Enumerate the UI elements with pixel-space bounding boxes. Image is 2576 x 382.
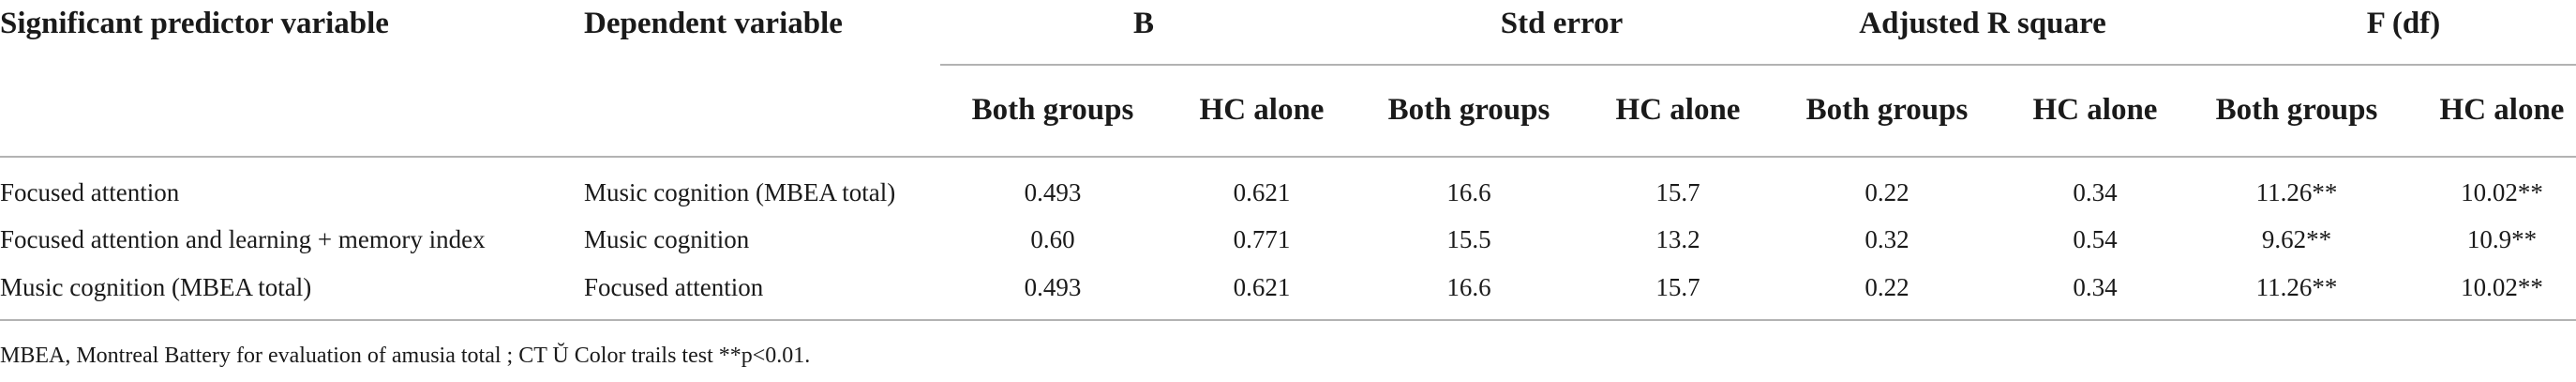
- cell-predictor: Focused attention and learning + memory …: [0, 225, 486, 253]
- cell-dependent: Music cognition (MBEA total): [584, 178, 896, 206]
- subheader-f-both: Both groups: [2215, 93, 2378, 127]
- header-adjusted-r-square: Adjusted R square: [1859, 7, 2106, 40]
- header-bottom-rule: [0, 156, 2576, 158]
- cell-b-both: 0.493: [1024, 273, 1082, 301]
- header-b: B: [1132, 7, 1155, 40]
- header-f-df: F (df): [2366, 7, 2441, 40]
- subheader-b-both: Both groups: [971, 93, 1134, 127]
- cell-f-both: 9.62**: [2261, 225, 2332, 253]
- cell-dependent: Focused attention: [584, 273, 764, 301]
- cell-stderr-hc: 15.7: [1655, 273, 1700, 301]
- subheader-adjr-hc: HC alone: [2032, 93, 2158, 127]
- group-header-rule: [940, 64, 2576, 66]
- cell-adjr-both: 0.22: [1865, 273, 1910, 301]
- cell-adjr-hc: 0.34: [2073, 178, 2118, 206]
- cell-b-hc: 0.621: [1233, 273, 1291, 301]
- header-std-error: Std error: [1500, 7, 1624, 40]
- cell-f-hc: 10.02**: [2461, 178, 2543, 206]
- cell-b-hc: 0.771: [1233, 225, 1291, 253]
- cell-predictor: Focused attention: [0, 178, 180, 206]
- subheader-stderr-hc: HC alone: [1615, 93, 1741, 127]
- subheader-b-hc: HC alone: [1199, 93, 1325, 127]
- cell-f-both: 11.26**: [2255, 178, 2338, 206]
- cell-adjr-hc: 0.54: [2073, 225, 2118, 253]
- subheader-adjr-both: Both groups: [1805, 93, 1969, 127]
- cell-dependent: Music cognition: [584, 225, 750, 253]
- cell-predictor: Music cognition (MBEA total): [0, 273, 312, 301]
- cell-stderr-both: 15.5: [1446, 225, 1491, 253]
- subheader-stderr-both: Both groups: [1387, 93, 1550, 127]
- cell-f-hc: 10.9**: [2466, 225, 2538, 253]
- cell-f-hc: 10.02**: [2461, 273, 2543, 301]
- cell-stderr-both: 16.6: [1446, 178, 1491, 206]
- subheader-f-hc: HC alone: [2439, 93, 2565, 127]
- header-predictor: Significant predictor variable: [0, 7, 389, 40]
- cell-stderr-hc: 13.2: [1655, 225, 1700, 253]
- cell-adjr-both: 0.32: [1865, 225, 1910, 253]
- cell-b-both: 0.60: [1030, 225, 1075, 253]
- cell-stderr-hc: 15.7: [1655, 178, 1700, 206]
- table-bottom-rule: [0, 319, 2576, 321]
- cell-b-both: 0.493: [1024, 178, 1082, 206]
- header-dependent: Dependent variable: [584, 7, 843, 40]
- cell-stderr-both: 16.6: [1446, 273, 1491, 301]
- cell-adjr-both: 0.22: [1865, 178, 1910, 206]
- cell-f-both: 11.26**: [2255, 273, 2338, 301]
- table-footnote: MBEA, Montreal Battery for evaluation of…: [0, 344, 811, 368]
- cell-b-hc: 0.621: [1233, 178, 1291, 206]
- cell-adjr-hc: 0.34: [2073, 273, 2118, 301]
